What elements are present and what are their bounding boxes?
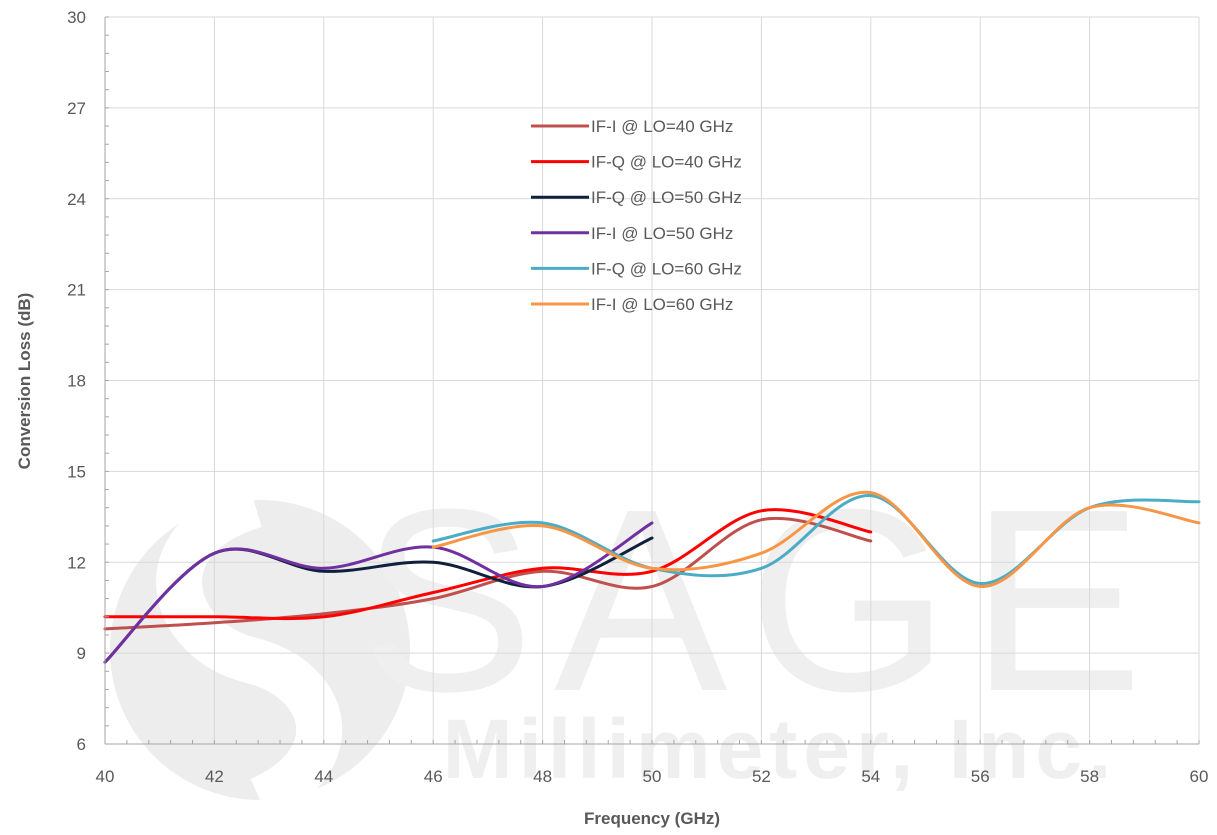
series-line-4 bbox=[103, 521, 654, 664]
series-line-6 bbox=[431, 490, 1201, 589]
series-layer bbox=[103, 490, 1201, 664]
legend-label: IF-I @ LO=40 GHz bbox=[591, 117, 733, 136]
legend: IF-I @ LO=40 GHz IF-Q @ LO=40 GHz IF-Q @ L… bbox=[531, 117, 742, 314]
x-axis-title: Frequency (GHz) bbox=[584, 809, 720, 828]
y-tick-label: 12 bbox=[67, 553, 86, 572]
watermark-text-company: Millimeter, Inc. bbox=[443, 702, 1118, 796]
legend-label: IF-I @ LO=50 GHz bbox=[591, 224, 733, 243]
watermark-logo-swoosh bbox=[156, 483, 343, 822]
y-tick-label: 21 bbox=[67, 281, 86, 300]
x-tick-label: 46 bbox=[424, 767, 443, 786]
y-axis-title: Conversion Loss (dB) bbox=[15, 293, 34, 470]
x-tick-label: 42 bbox=[205, 767, 224, 786]
x-tick-label: 56 bbox=[971, 767, 990, 786]
y-tick-label: 18 bbox=[67, 372, 86, 391]
x-tick-label: 48 bbox=[533, 767, 552, 786]
y-tick-label: 30 bbox=[67, 8, 86, 27]
x-tick-label: 44 bbox=[314, 767, 333, 786]
y-tick-label: 9 bbox=[77, 644, 86, 663]
legend-label: IF-Q @ LO=60 GHz bbox=[591, 259, 742, 278]
x-tick-label: 50 bbox=[643, 767, 662, 786]
x-tick-label: 40 bbox=[96, 767, 115, 786]
watermark-text-sage: SAGE bbox=[361, 456, 1164, 746]
legend-label: IF-Q @ LO=50 GHz bbox=[591, 188, 742, 207]
legend-label: IF-Q @ LO=40 GHz bbox=[591, 153, 742, 172]
grid bbox=[105, 16, 1200, 745]
legend-label: IF-I @ LO=60 GHz bbox=[591, 295, 733, 314]
x-tick-label: 52 bbox=[752, 767, 771, 786]
series-line-1 bbox=[103, 517, 873, 631]
axes: 40 42 44 46 48 50 52 54 56 58 60 6 9 12 15 18 21 24 27 30 bbox=[67, 8, 1208, 786]
x-tick-label: 54 bbox=[861, 767, 880, 786]
y-tick-label: 15 bbox=[67, 462, 86, 481]
x-tick-label: 60 bbox=[1190, 767, 1209, 786]
y-tick-label: 6 bbox=[77, 735, 86, 754]
x-tick-label: 58 bbox=[1080, 767, 1099, 786]
y-tick-label: 27 bbox=[67, 99, 86, 118]
y-tick-label: 24 bbox=[67, 190, 86, 209]
